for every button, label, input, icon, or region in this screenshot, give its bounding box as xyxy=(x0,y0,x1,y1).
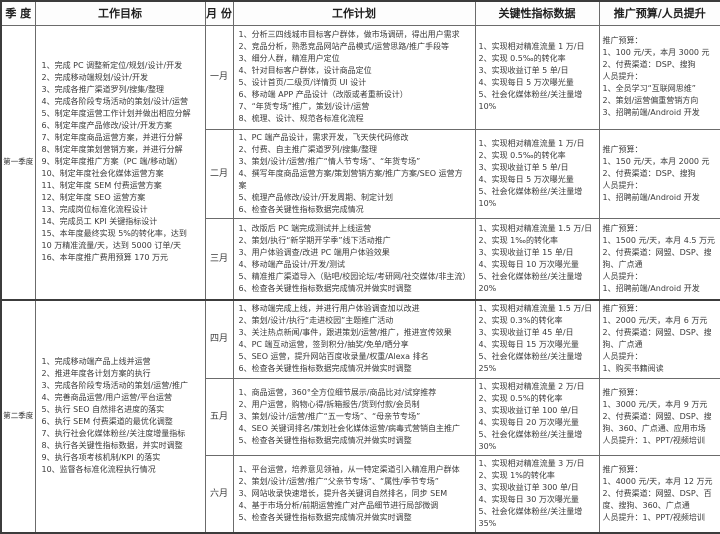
budget-april: 推广预算： 1、2000 元/天，本月 6 万元 2、付费渠道：网盟、DSP、搜狗、… xyxy=(598,299,720,379)
month-label-may: 五月 xyxy=(204,377,234,456)
budget-january: 推广预算： 1、100 元/天，本月 3000 元 2、付费渠道：DSP、搜狗 人员提… xyxy=(598,24,720,130)
q2-label: 第二季度 xyxy=(0,299,36,533)
month-label-june: 六月 xyxy=(204,454,234,533)
q1-label: 第一季度 xyxy=(0,24,36,301)
plan-january: 1、分析三四线城市目标客户群体，做市场调研，得出用户需求 2、竞品分析，熟悉竞品网… xyxy=(232,24,476,130)
q1-goals: 1、完成 PC 调整新定位/规划/设计/开发 2、完成移动端规划/设计/开发 3、完… xyxy=(34,24,206,301)
indicators-april: 1、实现相对精准流量 1.5 万/日 2、实现 0.3%的转化率 3、实现收益订单 … xyxy=(474,299,600,379)
col-header-month: 月 份 xyxy=(204,0,234,26)
month-label-april: 四月 xyxy=(204,299,234,379)
plan-may: 1、商品运营，360°全方位细节展示/商品比对/试穿推荐 2、用户运营，购物心得/… xyxy=(232,377,476,456)
indicators-may: 1、实现相对精准流量 2 万/日 2、实现 0.5%的转化率 3、实现收益订单 10… xyxy=(474,377,600,456)
budget-march: 推广预算： 1、1500 元/天，本月 4.5 万元 2、付费渠道：网盟、DSP、搜… xyxy=(598,217,720,301)
month-label-january: 一月 xyxy=(204,24,234,130)
header-row: 季 度 工作目标 月 份 工作计划 关键性指标数据 推广预算/人员提升 xyxy=(0,0,720,26)
plan-april: 1、移动端完成上线，并进行用户体验调查加以改进 2、策划/设计/执行“走进校园”主… xyxy=(232,299,476,379)
budget-february: 推广预算： 1、150 元/天，本月 2000 元 2、付费渠道：DSP、搜狗 人员提… xyxy=(598,128,720,219)
indicators-january: 1、实现相对精准流量 1 万/日 2、实现 0.5‰的转化率 3、实现收益订单 5 … xyxy=(474,24,600,130)
month-label-march: 三月 xyxy=(204,217,234,301)
col-header-budget: 推广预算/人员提升 xyxy=(598,0,720,26)
q2-goals: 1、完成移动端产品上线并运营 2、推进年度各计划方案的执行 3、完成各阶段专场活动的… xyxy=(34,299,206,533)
row-march: 三月 1、改版后 PC 端完成测试并上线运营 2、策划/执行“新学期开学季”线下活… xyxy=(1,217,720,301)
col-header-quarter: 季 度 xyxy=(0,0,36,26)
row-may: 五月 1、商品运营，360°全方位细节展示/商品比对/试穿推荐 2、用户运营，购物… xyxy=(1,377,720,456)
indicators-february: 1、实现相对精准流量 1 万/日 2、实现 0.5‰的转化率 3、实现收益订单 5 … xyxy=(474,128,600,219)
plan-march: 1、改版后 PC 端完成测试并上线运营 2、策划/执行“新学期开学季”线下活动推广… xyxy=(232,217,476,301)
col-header-plan: 工作计划 xyxy=(232,0,476,26)
indicators-march: 1、实现相对精准流量 1.5 万/日 2、实现 1‰的转化率 3、实现收益订单 15… xyxy=(474,217,600,301)
row-january: 第一季度 1、完成 PC 调整新定位/规划/设计/开发 2、完成移动端规划/设计/… xyxy=(0,24,720,301)
row-april: 第二季度 1、完成移动端产品上线并运营 2、推进年度各计划方案的执行 3、完成各阶段… xyxy=(0,299,720,533)
col-header-goals: 工作目标 xyxy=(34,0,206,26)
indicators-june: 1、实现相对精准流量 3 万/日 2、实现 1%的转化率 3、实现收益订单 300 … xyxy=(474,454,600,533)
plan-february: 1、PC 端产品设计，需求开发，飞天侠代码修改 2、付费、自主推广渠道罗列/搜集/… xyxy=(232,128,476,219)
plan-june: 1、平台运营，培养意见领袖，从一特定渠道引入精准用户群体 2、策划/设计/运营/推… xyxy=(232,454,476,533)
col-header-indicators: 关键性指标数据 xyxy=(474,0,600,26)
row-february: 二月 1、PC 端产品设计，需求开发，飞天侠代码修改 2、付费、自主推广渠道罗列/… xyxy=(1,128,720,219)
month-label-february: 二月 xyxy=(204,128,234,219)
budget-may: 推广预算： 1、3000 元/天，本月 9 万元 2、付费渠道：网盟、DSP、搜狗、… xyxy=(598,377,720,456)
budget-june: 推广预算： 1、4000 元/天，本月 12 万元 2、付费渠道：网盟、DSP、百度… xyxy=(598,454,720,533)
